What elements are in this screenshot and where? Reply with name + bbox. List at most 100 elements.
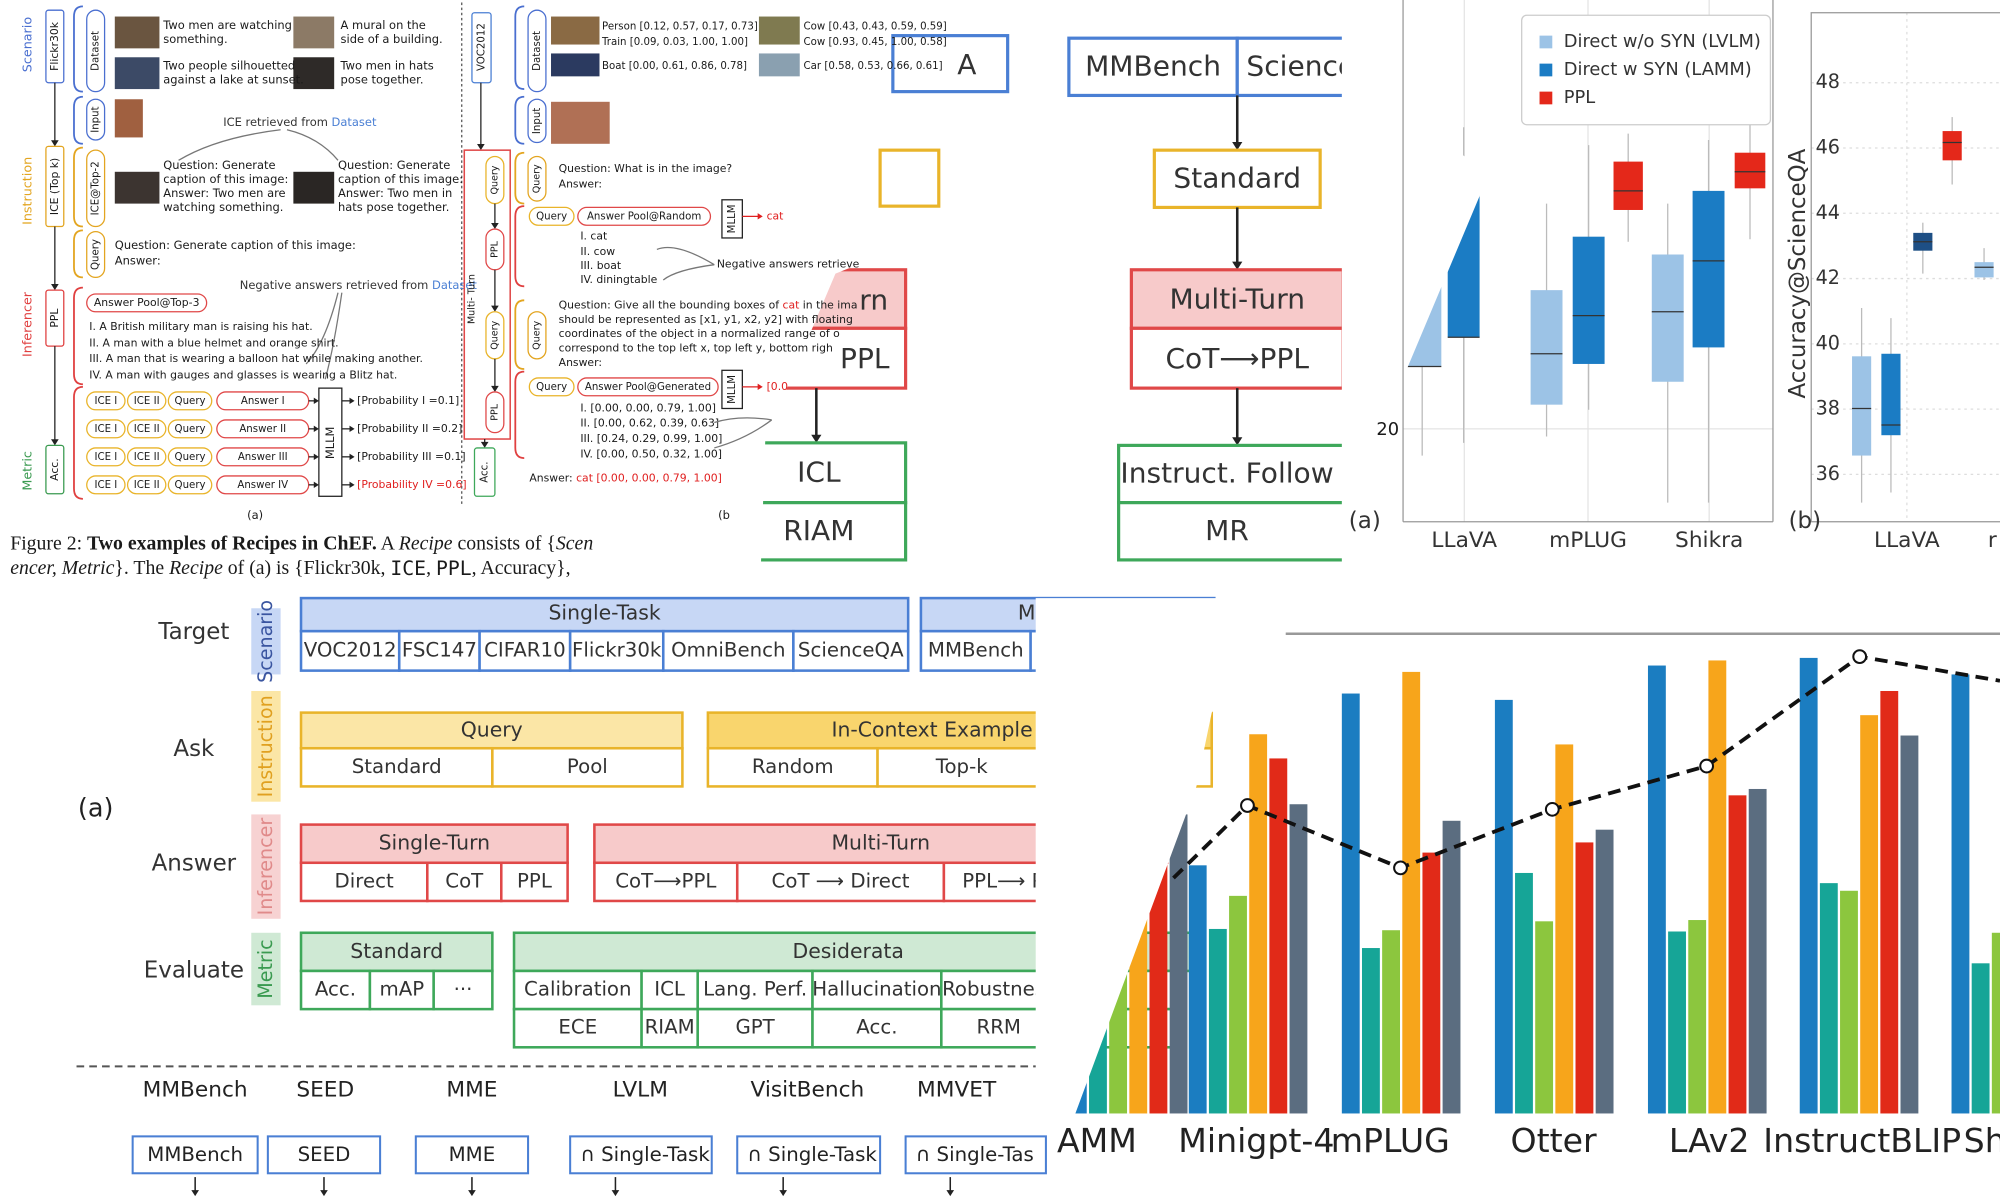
bar: [1494, 699, 1513, 1114]
arrow-head: [1232, 142, 1243, 151]
label: Query: [489, 165, 500, 194]
group-item: [696, 1007, 814, 1049]
arrow-head: [313, 453, 319, 461]
y-tick-label: 36: [1816, 462, 1840, 485]
input-pill: [86, 419, 126, 439]
label-part: Dataset: [432, 278, 477, 292]
label: CoT⟶PPL: [1165, 342, 1309, 375]
group-header: [299, 823, 569, 865]
label: hats pose together.: [338, 200, 449, 214]
legend-label: Direct w SYN (LAMM): [1564, 59, 1752, 80]
label: Cow [0.43, 0.43, 0.59, 0.59]: [804, 22, 947, 33]
figure-caption: Figure 2: Two examples of Recipes in ChE…: [10, 532, 593, 554]
label: [Probability III =0.1]: [357, 450, 465, 463]
label: Dataset: [91, 31, 102, 71]
box: [1117, 501, 1363, 562]
label: MLLM: [323, 427, 337, 459]
arrow-head: [611, 1190, 620, 1197]
label: Instruct. Follow: [1120, 457, 1333, 490]
box: [1974, 262, 1994, 278]
bar: [1860, 715, 1879, 1114]
row-tag: [86, 230, 106, 279]
answer-pool: [577, 206, 712, 226]
brace: [514, 151, 525, 205]
label: ICL: [654, 978, 685, 1001]
label: ECE: [558, 1016, 597, 1039]
x-tick-label: Minigpt-4: [1178, 1121, 1334, 1160]
stage-label: Instruction: [21, 157, 36, 225]
label-part: Negative answers retrieved from: [240, 278, 432, 292]
brace: [514, 370, 525, 460]
label-part: encer, Metric: [10, 556, 114, 578]
x-tick-label: mPLUG: [1331, 1121, 1450, 1160]
input-pill: [86, 475, 126, 495]
x-tick-label: LLaVA: [1874, 528, 1940, 553]
label-part: Question: Give all the bounding boxes of: [559, 298, 783, 311]
row-tag: [86, 98, 106, 141]
retrieval-arrow: [286, 129, 339, 161]
arrow-head: [468, 1190, 476, 1197]
label: Two men in hats: [340, 59, 434, 73]
label: I. [0.00, 0.00, 0.79, 1.00]: [580, 401, 716, 414]
label: MMBench: [147, 1143, 243, 1166]
arrow-head: [320, 1190, 328, 1197]
bar: [1799, 657, 1818, 1114]
arrow-head: [51, 439, 59, 446]
label: Query: [531, 320, 542, 349]
label: MLLM: [727, 375, 738, 404]
group-item: [593, 861, 739, 903]
label: Question: Generate: [163, 158, 275, 172]
label: Acc.: [315, 978, 356, 1001]
label: Dataset: [532, 31, 543, 71]
arrow-head: [313, 397, 319, 405]
label-part: Figure 2:: [10, 532, 87, 554]
label: Answer: Two men in: [338, 186, 452, 200]
brace: [514, 5, 525, 90]
label: Flickr30k: [48, 21, 61, 71]
label: ICE I: [94, 396, 117, 407]
label: A: [957, 48, 976, 81]
group-header: [299, 711, 684, 750]
label: Flickr30k: [572, 638, 662, 661]
trend-marker: [1852, 649, 1868, 665]
bar: [1971, 963, 1990, 1114]
row-tag: [86, 9, 106, 93]
label: ICE (Top k): [48, 158, 61, 215]
group-item: [512, 969, 643, 1011]
stage-label: Inferencer: [21, 291, 36, 357]
group-item: [696, 969, 814, 1011]
brace: [514, 299, 525, 370]
mapping-box: [131, 1135, 259, 1175]
label-part: ICE retrieved from: [223, 115, 331, 129]
label: (b): [1789, 508, 1821, 534]
x-tick-label: r: [1988, 528, 1997, 553]
label: IV. A man with gauges and glasses is wea…: [89, 368, 397, 381]
stage-tag: [251, 608, 281, 675]
mapping-box: [266, 1135, 382, 1175]
arrow-head: [313, 481, 319, 489]
mllm-box: [721, 199, 743, 239]
answer-pool: [577, 377, 719, 397]
stage-tag: [251, 814, 281, 919]
label: IV. diningtable: [580, 273, 657, 286]
label: Question: Generate caption of this image…: [115, 238, 356, 252]
label: correspond to the top left x, top left y…: [559, 342, 833, 355]
label: CoT: [445, 869, 484, 892]
box: [1572, 236, 1605, 364]
label: PPL: [840, 342, 890, 375]
label: Query: [536, 211, 567, 222]
bar: [1555, 744, 1574, 1114]
bar: [1688, 920, 1707, 1114]
group-item: [706, 746, 879, 788]
label: Negative answers retrieve: [717, 258, 860, 271]
label: ICE II: [134, 424, 160, 435]
rich-label: Answer: cat [0.00, 0.00, 0.79, 1.00]: [529, 471, 722, 484]
label: Input: [532, 108, 543, 134]
y-tick-label: 48: [1816, 70, 1840, 93]
mapping-box: [736, 1135, 882, 1175]
label: Answer:: [559, 178, 602, 191]
bar: [1575, 842, 1594, 1114]
label: PPL: [48, 309, 61, 328]
row-tag: [527, 98, 547, 144]
